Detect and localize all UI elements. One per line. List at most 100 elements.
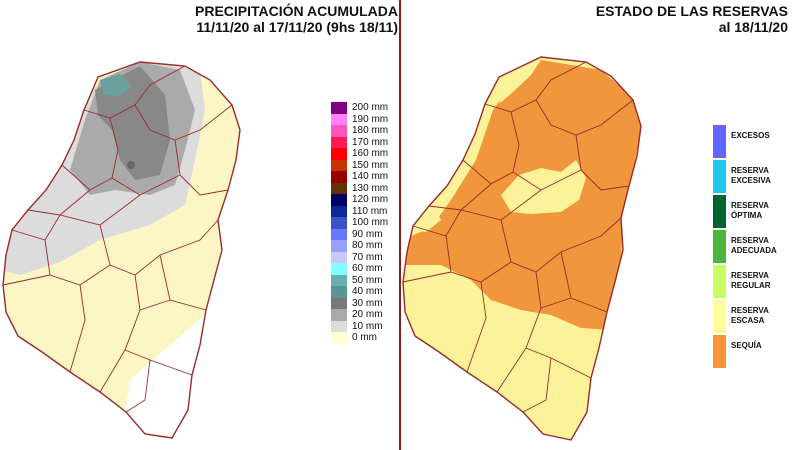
precipitation-subtitle: 11/11/20 al 17/11/20 (9hs 18/11) (196, 19, 398, 35)
legend-row-120: 120 mm (331, 194, 397, 206)
legend-swatch (713, 230, 726, 263)
legend-swatch (331, 240, 347, 252)
legend-label: RESERVA EXCESIVA (731, 166, 771, 185)
reserves-map (402, 56, 642, 441)
legend-swatch (713, 125, 726, 158)
legend-swatch (713, 160, 726, 193)
legend-label: RESERVA REGULAR (731, 271, 771, 290)
legend-label: 30 mm (352, 297, 383, 309)
legend-swatch (331, 251, 347, 263)
legend-swatch (331, 194, 347, 206)
legend-label: EXCESOS (731, 131, 770, 140)
legend-label: 200 mm (352, 102, 389, 113)
legend-swatch (331, 274, 347, 286)
legend-row-escasa: RESERVA ESCASA (713, 300, 799, 335)
precipitation-panel: PRECIPITACIÓN ACUMULADA 11/11/20 al 17/1… (2, 3, 398, 439)
legend-label: 80 mm (352, 240, 383, 251)
legend-label: 10 mm (352, 320, 383, 332)
precipitation-legend: 200 mm 190 mm 180 mm 170 mm 160 mm 150 m… (331, 102, 397, 344)
legend-row-110: 110 mm (331, 205, 397, 217)
legend-row-excesos: EXCESOS (713, 125, 799, 160)
reserves-subtitle: al 18/11/20 (718, 19, 788, 35)
reserves-title: ESTADO DE LAS RESERVAS (595, 3, 788, 19)
legend-row-160: 160 mm (331, 148, 397, 160)
legend-row-30: 30 mm (331, 297, 397, 309)
legend-row-80: 80 mm (331, 240, 397, 252)
legend-swatch (331, 171, 347, 183)
legend-label: 100 mm (352, 217, 389, 228)
legend-swatch (331, 286, 347, 298)
precipitation-title: PRECIPITACIÓN ACUMULADA (195, 3, 398, 19)
legend-label: 40 mm (352, 286, 383, 297)
legend-swatch (331, 309, 347, 321)
scarce-reserve-north (499, 60, 541, 104)
legend-label: 180 mm (352, 125, 389, 136)
legend-label: RESERVA ADECUADA (731, 236, 777, 255)
legend-label: RESERVA ÓPTIMA (731, 201, 769, 220)
legend-row-150: 150 mm (331, 159, 397, 171)
legend-label: RESERVA ESCASA (731, 306, 769, 325)
legend-row-130: 130 mm (331, 182, 397, 194)
legend-row-190: 190 mm (331, 113, 397, 125)
legend-swatch (331, 263, 347, 275)
legend-swatch (713, 195, 726, 228)
legend-swatch (331, 102, 347, 114)
legend-label: 50 mm (352, 274, 383, 286)
legend-swatch (713, 265, 726, 298)
legend-swatch (331, 113, 347, 125)
legend-label: 70 mm (352, 251, 383, 263)
legend-swatch (331, 332, 347, 344)
reserves-panel: ESTADO DE LAS RESERVAS al 18/11/20 (401, 0, 800, 450)
legend-row-100: 100 mm (331, 217, 397, 229)
legend-label: 140 mm (352, 171, 389, 182)
legend-row-40: 40 mm (331, 286, 397, 298)
legend-row-0: 0 mm (331, 332, 397, 344)
legend-label: 60 mm (352, 263, 383, 274)
legend-row-170: 170 mm (331, 136, 397, 148)
legend-swatch (331, 125, 347, 137)
province-outline (402, 56, 642, 441)
legend-label: 120 mm (352, 194, 389, 205)
legend-row-200: 200 mm (331, 102, 397, 114)
legend-row-90: 90 mm (331, 228, 397, 240)
legend-row-regular: RESERVA REGULAR (713, 265, 799, 300)
rain-peak-spot (127, 161, 135, 169)
rain-40mm-area (100, 74, 132, 96)
panel-divider (399, 0, 401, 450)
legend-label: 190 mm (352, 113, 389, 125)
legend-row-50: 50 mm (331, 274, 397, 286)
legend-label: 130 mm (352, 182, 389, 194)
legend-swatch (713, 335, 726, 368)
legend-label: 20 mm (352, 309, 383, 320)
legend-label: 150 mm (352, 159, 389, 171)
reserves-legend: EXCESOS RESERVA EXCESIVA RESERVA ÓPTIMA … (713, 125, 799, 370)
legend-swatch (331, 228, 347, 240)
legend-row-sequia: SEQUÍA (713, 335, 799, 370)
precipitation-map (2, 61, 241, 439)
legend-row-adecuada: RESERVA ADECUADA (713, 230, 799, 265)
legend-row-140: 140 mm (331, 171, 397, 183)
legend-label: 90 mm (352, 228, 383, 240)
legend-row-10: 10 mm (331, 320, 397, 332)
legend-swatch (331, 205, 347, 217)
department-borders (2, 65, 233, 413)
legend-swatch (331, 148, 347, 160)
province-outline (2, 61, 241, 439)
legend-row-60: 60 mm (331, 263, 397, 275)
legend-label: SEQUÍA (731, 341, 762, 350)
legend-swatch (331, 217, 347, 229)
legend-label: 0 mm (352, 332, 377, 343)
legend-swatch (331, 182, 347, 194)
legend-label: 170 mm (352, 136, 389, 148)
scarce-reserve-center (501, 160, 586, 214)
department-borders (402, 61, 634, 413)
legend-label: 110 mm (352, 205, 388, 217)
legend-label: 160 mm (352, 148, 389, 159)
legend-row-180: 180 mm (331, 125, 397, 137)
legend-swatch (331, 136, 347, 148)
legend-swatch (331, 297, 347, 309)
legend-swatch (331, 159, 347, 171)
legend-swatch (713, 300, 726, 333)
legend-row-20: 20 mm (331, 309, 397, 321)
